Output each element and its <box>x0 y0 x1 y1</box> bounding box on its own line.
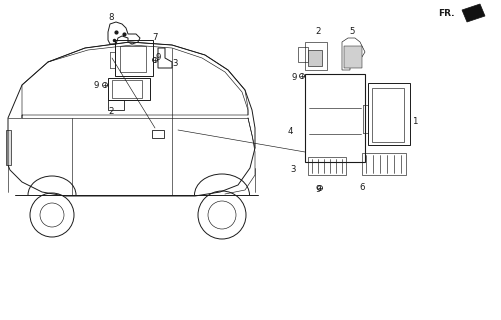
Bar <box>371 88 403 142</box>
Text: 7: 7 <box>152 34 157 43</box>
Text: 6: 6 <box>359 183 364 193</box>
Bar <box>152 130 164 138</box>
Bar <box>308 50 321 66</box>
Bar <box>298 47 308 62</box>
Bar <box>6 130 11 165</box>
Text: 3: 3 <box>172 60 177 68</box>
Bar <box>308 157 345 175</box>
Text: 8: 8 <box>108 13 113 22</box>
Text: 9: 9 <box>156 53 161 62</box>
Bar <box>108 100 124 110</box>
Bar <box>120 46 146 72</box>
Text: 9: 9 <box>94 82 99 91</box>
Text: 4: 4 <box>288 127 293 137</box>
Bar <box>305 42 326 70</box>
Text: FR.: FR. <box>437 10 453 19</box>
Text: 9: 9 <box>315 186 320 195</box>
Text: 9: 9 <box>292 74 297 83</box>
Text: 5: 5 <box>349 28 354 36</box>
Bar <box>343 46 361 68</box>
Bar <box>115 40 153 76</box>
Text: 1: 1 <box>411 117 417 126</box>
Bar <box>112 80 142 98</box>
Bar <box>108 78 150 100</box>
Bar <box>367 83 409 145</box>
Bar <box>305 74 364 162</box>
Text: 3: 3 <box>290 165 295 174</box>
Text: 2: 2 <box>108 108 113 116</box>
Text: 2: 2 <box>315 28 320 36</box>
Polygon shape <box>461 4 484 22</box>
Bar <box>361 153 405 175</box>
